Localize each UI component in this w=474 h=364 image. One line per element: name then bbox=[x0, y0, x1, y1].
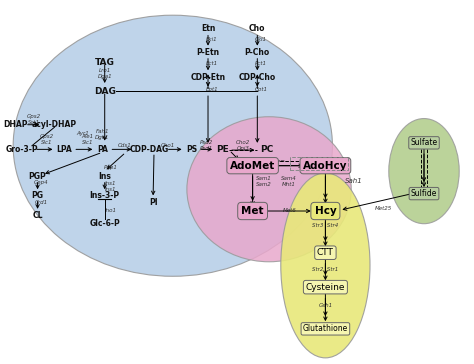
Text: Gps2
Slc1: Gps2 Slc1 bbox=[40, 134, 54, 145]
Text: Glc-6-P: Glc-6-P bbox=[89, 219, 120, 228]
Text: CL: CL bbox=[32, 211, 43, 220]
Ellipse shape bbox=[281, 173, 370, 358]
Text: Met25: Met25 bbox=[374, 206, 392, 211]
Text: DAG: DAG bbox=[94, 87, 116, 96]
Text: CTT: CTT bbox=[317, 248, 334, 257]
Text: P-Etn: P-Etn bbox=[196, 48, 219, 58]
Text: Cho1: Cho1 bbox=[161, 143, 175, 148]
Text: Gps2
Sct1: Gps2 Sct1 bbox=[27, 114, 41, 125]
Text: TAG: TAG bbox=[95, 58, 115, 67]
Text: Eki1: Eki1 bbox=[206, 37, 218, 42]
Text: Gsh1: Gsh1 bbox=[319, 303, 332, 308]
Text: Fah1
Dgk1: Fah1 Dgk1 bbox=[95, 130, 109, 140]
Text: Ayr1: Ayr1 bbox=[76, 131, 89, 135]
Text: Pgp1: Pgp1 bbox=[104, 165, 118, 170]
Text: Cds1: Cds1 bbox=[118, 143, 132, 148]
Text: Pct1: Pct1 bbox=[255, 61, 267, 66]
Text: AdoMet: AdoMet bbox=[230, 161, 275, 171]
Text: acyl-DHAP: acyl-DHAP bbox=[32, 120, 77, 129]
Ellipse shape bbox=[389, 119, 459, 224]
Text: LPA: LPA bbox=[56, 145, 72, 154]
Text: PS: PS bbox=[186, 145, 197, 154]
Text: PGP: PGP bbox=[29, 172, 46, 181]
Text: PE: PE bbox=[216, 145, 228, 154]
Text: Ins1
Ins1: Ins1 Ins1 bbox=[105, 181, 117, 192]
Text: Cho: Cho bbox=[249, 24, 265, 33]
Text: Gep4: Gep4 bbox=[34, 180, 49, 185]
Text: Ins: Ins bbox=[98, 172, 111, 181]
Text: Met6: Met6 bbox=[283, 208, 296, 213]
Text: CDP-Etn: CDP-Etn bbox=[191, 73, 226, 82]
Text: Crd1: Crd1 bbox=[35, 200, 48, 205]
Text: Cpt1: Cpt1 bbox=[255, 87, 267, 92]
Text: Hcy: Hcy bbox=[315, 206, 336, 216]
Text: Ins-3-P: Ins-3-P bbox=[90, 191, 120, 200]
Text: PC: PC bbox=[260, 145, 273, 154]
Text: Cki1: Cki1 bbox=[255, 37, 267, 42]
Text: AdoHcy: AdoHcy bbox=[303, 161, 347, 171]
Text: PI: PI bbox=[149, 198, 157, 207]
Text: Ect1: Ect1 bbox=[206, 61, 218, 66]
Text: Ino1: Ino1 bbox=[105, 208, 117, 213]
Text: Cho2
Opi3: Cho2 Opi3 bbox=[236, 141, 250, 151]
Text: Sulfide: Sulfide bbox=[411, 189, 437, 198]
Text: Ale1
Slc1: Ale1 Slc1 bbox=[81, 134, 93, 145]
Text: Etn: Etn bbox=[201, 24, 215, 33]
Text: Lro1
Dga1: Lro1 Dga1 bbox=[97, 68, 112, 79]
Text: Str3  Str4: Str3 Str4 bbox=[312, 223, 338, 228]
Text: Sam4
Mht1: Sam4 Mht1 bbox=[282, 176, 297, 187]
Text: Sah1: Sah1 bbox=[345, 178, 363, 184]
Text: PG: PG bbox=[32, 191, 44, 200]
Text: Glutathione: Glutathione bbox=[303, 324, 348, 333]
Text: CDP-DAG: CDP-DAG bbox=[130, 145, 169, 154]
Ellipse shape bbox=[187, 117, 351, 262]
Text: CDP-Cho: CDP-Cho bbox=[239, 73, 276, 82]
Text: Psd2
Psd1: Psd2 Psd1 bbox=[200, 141, 213, 151]
Text: Str2  Str1: Str2 Str1 bbox=[312, 266, 338, 272]
Text: DHAP: DHAP bbox=[3, 120, 28, 129]
Text: Gro-3-P: Gro-3-P bbox=[5, 145, 38, 154]
Text: Cysteine: Cysteine bbox=[306, 283, 345, 292]
Text: Ept1: Ept1 bbox=[205, 87, 218, 92]
Text: Sulfate: Sulfate bbox=[410, 138, 438, 147]
Text: Sam1
Sam2: Sam1 Sam2 bbox=[256, 176, 272, 187]
Text: Met: Met bbox=[241, 206, 264, 216]
Text: P-Cho: P-Cho bbox=[245, 48, 270, 58]
Ellipse shape bbox=[13, 15, 332, 276]
Text: PA: PA bbox=[97, 145, 108, 154]
